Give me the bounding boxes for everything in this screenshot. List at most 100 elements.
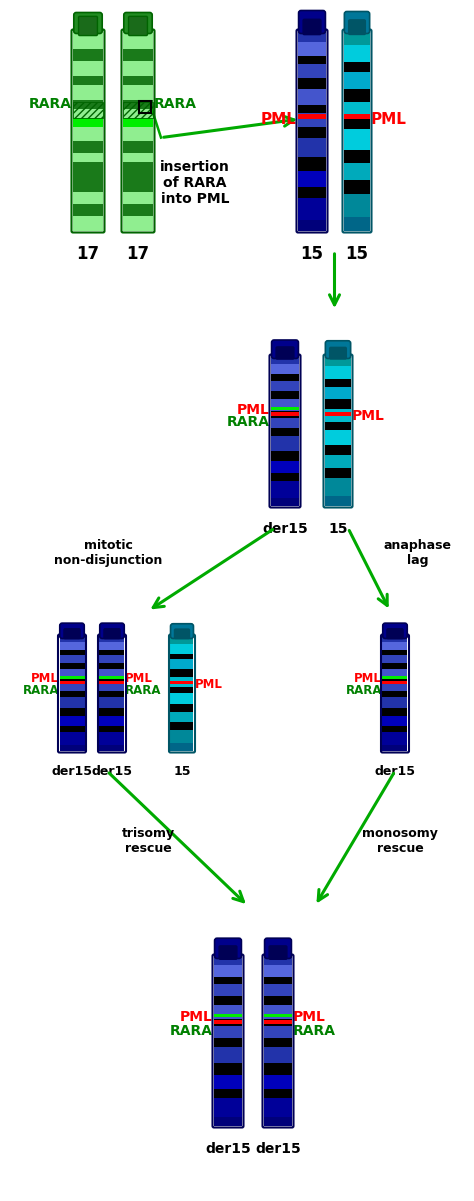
Bar <box>123 118 153 126</box>
Bar <box>383 698 408 709</box>
Bar <box>325 410 351 422</box>
Bar <box>344 150 370 163</box>
Bar <box>171 637 193 644</box>
Bar <box>264 1020 292 1024</box>
Bar <box>325 366 351 378</box>
Text: 15: 15 <box>173 765 191 778</box>
Bar <box>298 127 326 138</box>
Text: RARA: RARA <box>29 96 72 110</box>
FancyBboxPatch shape <box>349 20 365 35</box>
Bar <box>60 637 84 643</box>
Bar <box>271 428 299 436</box>
Bar <box>271 412 299 418</box>
Bar <box>100 745 125 751</box>
Bar <box>123 126 153 142</box>
Bar <box>344 217 370 231</box>
Bar <box>298 187 326 198</box>
Text: PML: PML <box>195 677 223 691</box>
Bar <box>325 387 351 399</box>
Bar <box>60 676 84 679</box>
Bar <box>100 655 125 663</box>
Bar <box>271 364 299 375</box>
Bar <box>383 733 408 745</box>
Bar <box>264 996 292 1005</box>
Bar <box>123 49 153 61</box>
Bar <box>171 681 193 685</box>
FancyBboxPatch shape <box>174 629 190 639</box>
Bar <box>271 406 299 410</box>
Bar <box>73 61 103 76</box>
Bar <box>73 118 103 126</box>
Bar <box>264 1014 292 1017</box>
Bar <box>60 709 84 716</box>
Bar <box>123 192 153 204</box>
Text: der15: der15 <box>262 522 308 536</box>
Bar <box>271 497 299 506</box>
FancyBboxPatch shape <box>104 629 120 639</box>
Bar <box>271 436 299 450</box>
Bar <box>171 693 193 704</box>
Bar <box>171 722 193 729</box>
Bar <box>100 679 125 683</box>
Bar <box>123 216 153 231</box>
Bar <box>171 653 193 659</box>
Bar <box>100 716 125 725</box>
Bar <box>264 1075 292 1089</box>
Bar <box>264 976 292 984</box>
Bar <box>100 650 125 655</box>
Bar <box>298 171 326 187</box>
Text: der15: der15 <box>91 765 133 778</box>
Bar <box>264 966 292 976</box>
Text: RARA: RARA <box>22 683 59 697</box>
Bar <box>383 691 408 698</box>
Text: RARA: RARA <box>346 683 382 697</box>
FancyBboxPatch shape <box>219 946 237 960</box>
Text: der15: der15 <box>374 765 416 778</box>
Text: 15: 15 <box>346 245 368 263</box>
Bar <box>214 1063 242 1075</box>
Bar <box>298 64 326 78</box>
Bar <box>298 220 326 231</box>
Bar <box>344 163 370 180</box>
Bar <box>383 663 408 669</box>
Bar <box>73 126 103 142</box>
Bar <box>171 659 193 669</box>
Text: PML: PML <box>125 671 153 685</box>
Bar <box>60 683 84 691</box>
Bar <box>383 681 408 685</box>
Bar <box>171 644 193 653</box>
Bar <box>344 89 370 102</box>
Bar <box>298 104 326 113</box>
Text: RARA: RARA <box>227 416 270 429</box>
Bar <box>73 85 103 100</box>
Bar <box>60 669 84 679</box>
Text: PML: PML <box>261 112 297 126</box>
Text: monosomy
rescue: monosomy rescue <box>362 827 438 855</box>
Bar <box>298 55 326 64</box>
Bar <box>73 76 103 85</box>
Bar <box>271 473 299 482</box>
Bar <box>264 1089 292 1098</box>
Text: insertion
of RARA
into PML: insertion of RARA into PML <box>160 160 230 207</box>
Bar <box>383 650 408 655</box>
Text: RARA: RARA <box>170 1024 213 1038</box>
Bar <box>383 725 408 733</box>
FancyBboxPatch shape <box>264 938 292 958</box>
Bar <box>264 1117 292 1127</box>
Bar <box>271 412 299 416</box>
Text: trisomy
rescue: trisomy rescue <box>121 827 174 855</box>
Bar <box>264 1005 292 1018</box>
Bar <box>73 216 103 231</box>
Bar <box>100 733 125 745</box>
Text: PML: PML <box>354 671 382 685</box>
Text: der15: der15 <box>52 765 92 778</box>
Text: RARA: RARA <box>125 683 162 697</box>
Text: anaphase
lag: anaphase lag <box>384 539 452 567</box>
FancyBboxPatch shape <box>215 938 241 958</box>
Bar <box>123 100 153 108</box>
Bar <box>325 399 351 410</box>
Bar <box>214 1020 242 1024</box>
Bar <box>344 193 370 217</box>
Bar <box>123 76 153 85</box>
Bar <box>60 698 84 709</box>
